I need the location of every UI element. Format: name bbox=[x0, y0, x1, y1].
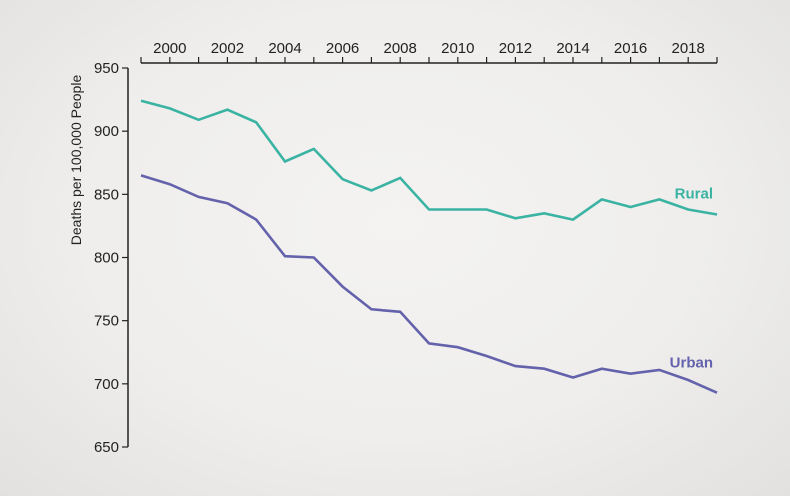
x-axis: 2000 2002 2004 2006 2008 2010 2012 2014 2016 2018 bbox=[140, 40, 718, 64]
series-label-urban: Urban bbox=[670, 355, 713, 372]
y-axis-title: Deaths per 100,000 People bbox=[68, 75, 84, 246]
x-tick-label: 2000 bbox=[153, 40, 186, 57]
x-tick-label: 2018 bbox=[672, 40, 705, 57]
x-tick-label: 2014 bbox=[556, 40, 589, 57]
y-tick-label: 800 bbox=[94, 250, 119, 267]
series-label-rural: Rural bbox=[675, 186, 713, 203]
y-tick-label: 850 bbox=[94, 186, 119, 203]
x-tick-label: 2010 bbox=[441, 40, 474, 57]
y-axis: 950 900 850 800 750 700 650 bbox=[94, 60, 129, 456]
series-line-rural bbox=[140, 99, 718, 221]
y-tick-label: 750 bbox=[94, 313, 119, 330]
x-tick-label: 2002 bbox=[211, 40, 244, 57]
x-tick-label: 2004 bbox=[268, 40, 301, 57]
x-tick-label: 2016 bbox=[614, 40, 647, 57]
x-tick-label: 2012 bbox=[499, 40, 532, 57]
x-tick-label: 2006 bbox=[326, 40, 359, 57]
x-tick-label: 2008 bbox=[384, 40, 417, 57]
y-tick-label: 950 bbox=[94, 60, 119, 77]
y-tick-label: 900 bbox=[94, 123, 119, 140]
y-tick-label: 700 bbox=[94, 376, 119, 393]
series-group: Rural Urban bbox=[140, 99, 718, 394]
y-tick-label: 650 bbox=[94, 439, 119, 456]
